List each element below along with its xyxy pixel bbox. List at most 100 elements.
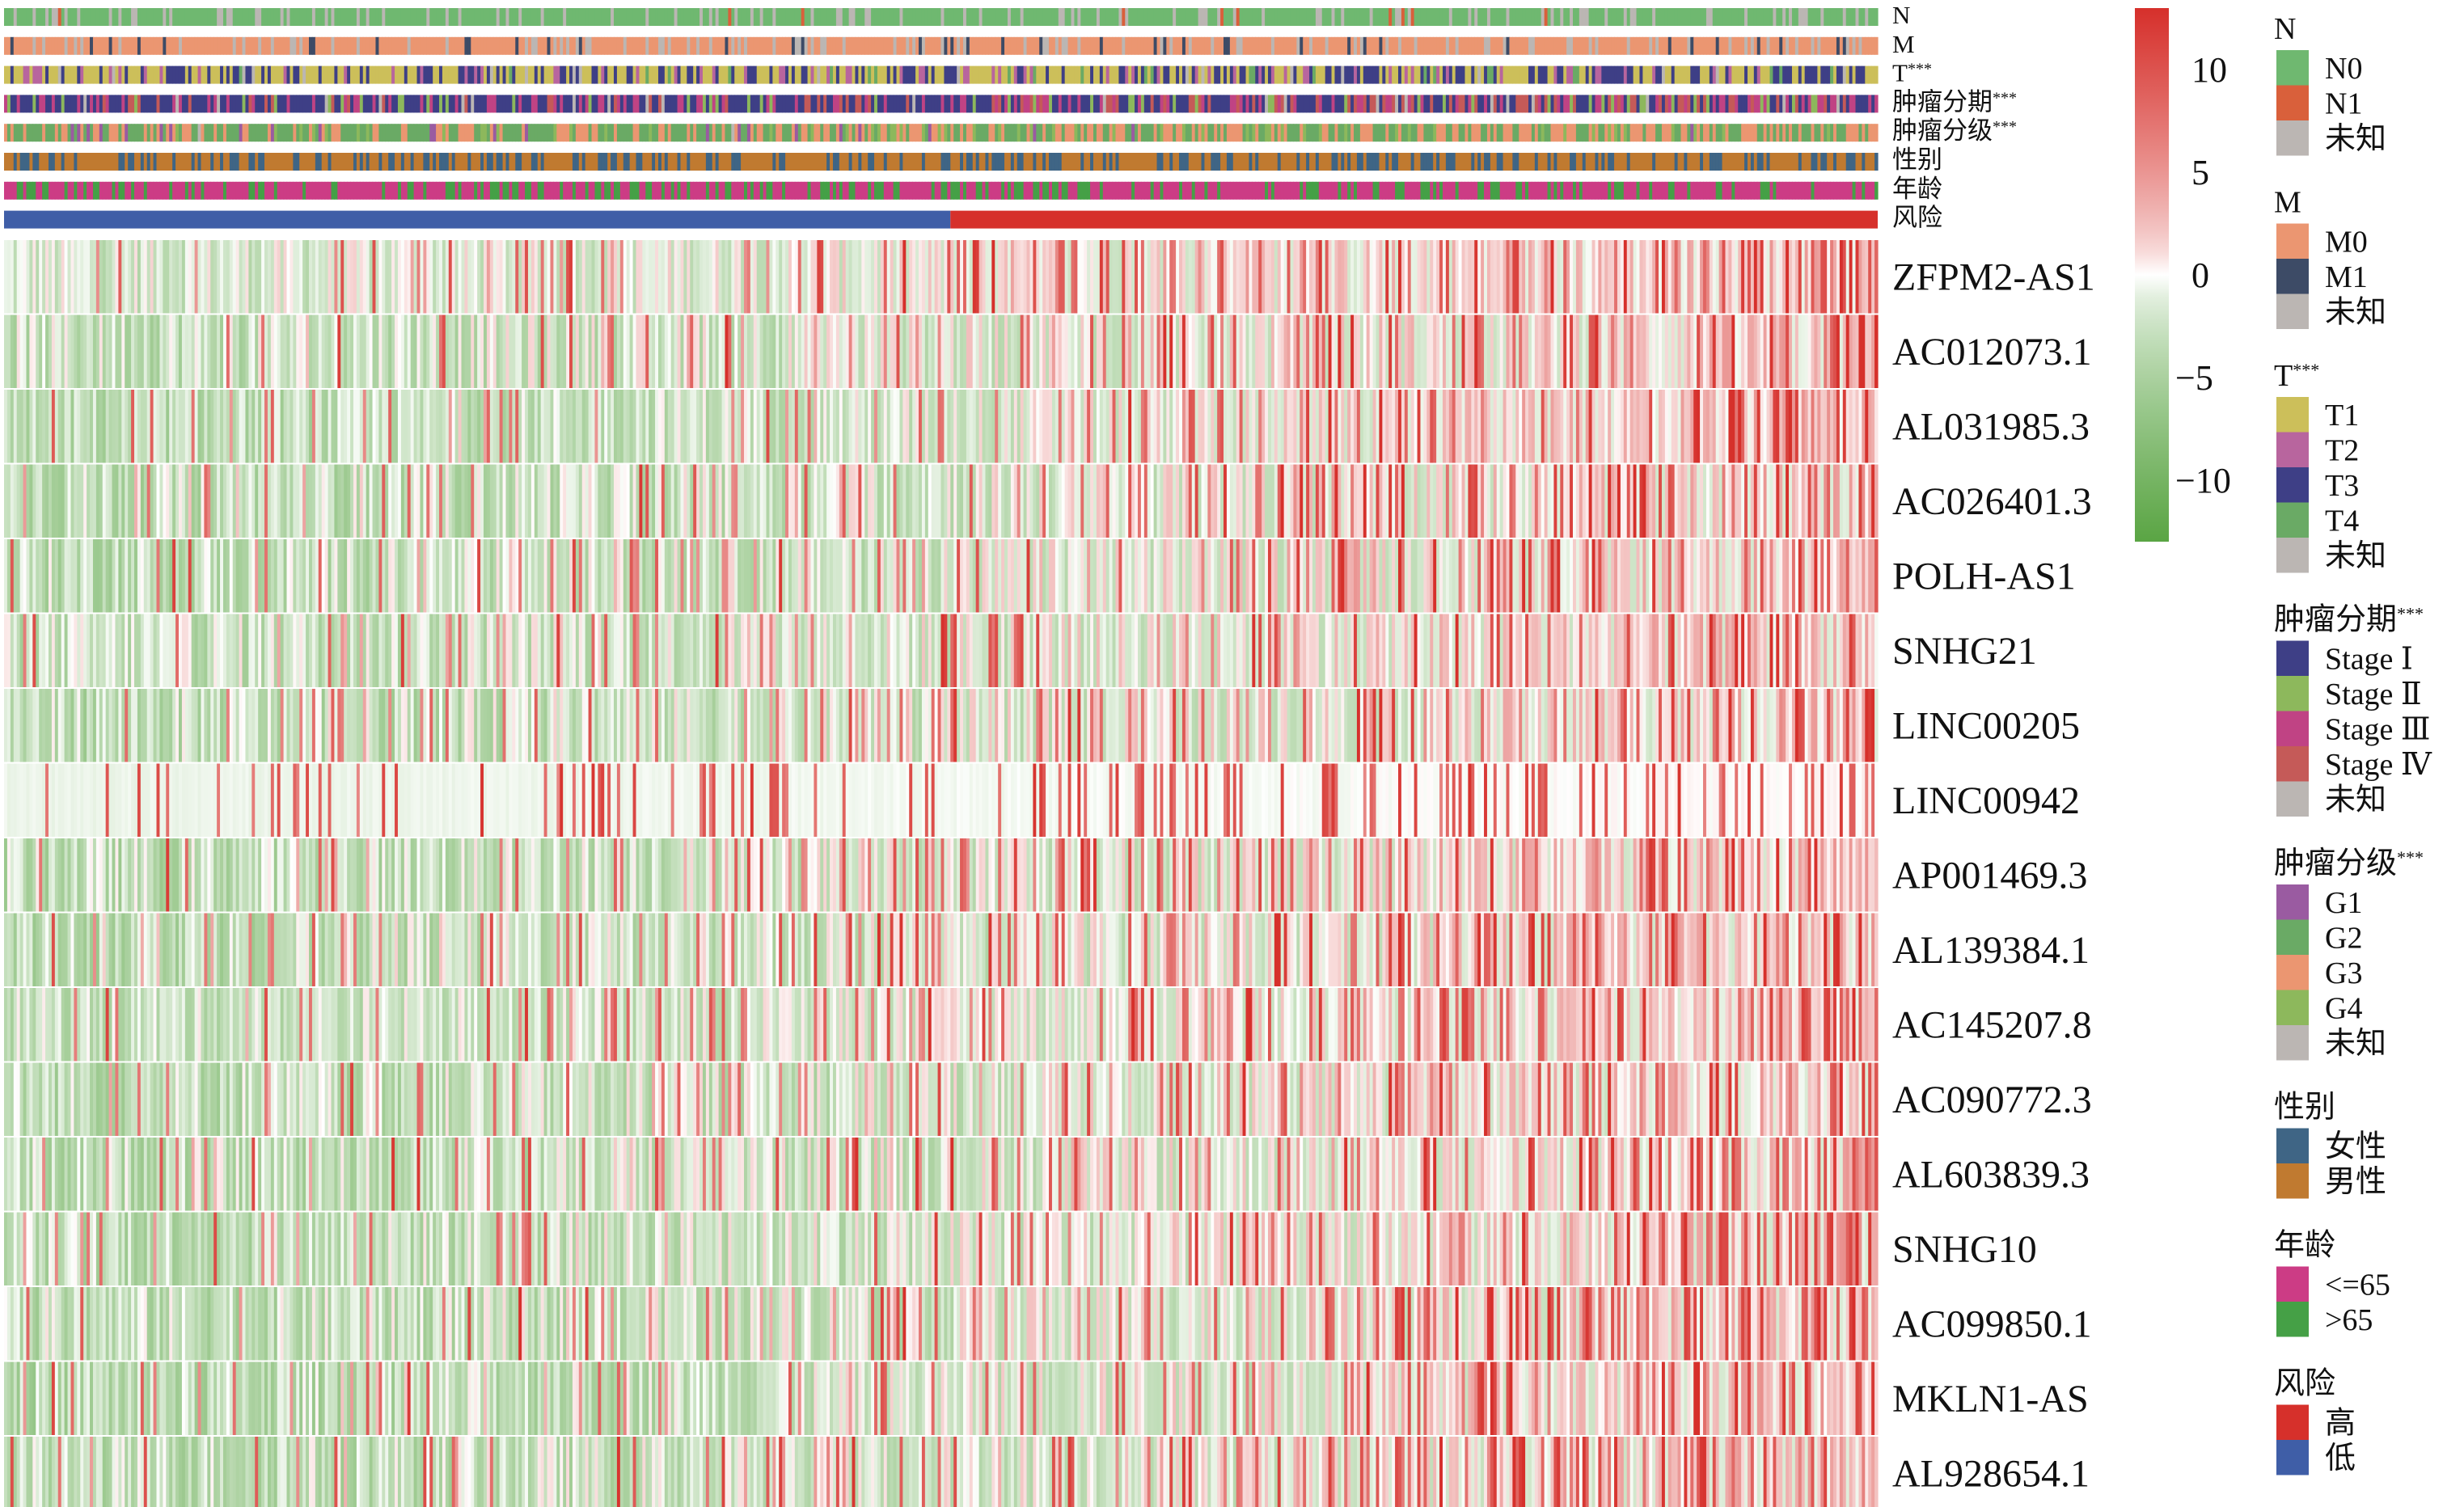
- heatmap-cell: [1224, 240, 1228, 314]
- annotation-cell: [944, 36, 948, 55]
- annotation-cell: [108, 36, 113, 55]
- annotation-cell: [1871, 65, 1875, 84]
- annotation-cell: [1051, 153, 1056, 171]
- annotation-cell: [1137, 181, 1142, 200]
- annotation-cell: [1575, 36, 1580, 55]
- annotation-cell: [868, 153, 872, 171]
- annotation-cell: [1661, 36, 1666, 55]
- heatmap-cell: [1468, 240, 1472, 314]
- annotation-cell: [261, 65, 265, 84]
- annotation-cell: [1789, 36, 1793, 55]
- heatmap-cell: [518, 314, 522, 388]
- annotation-cell: [108, 8, 113, 26]
- heatmap-cell: [1140, 240, 1145, 314]
- annotation-cell: [413, 153, 418, 171]
- heatmap-cell: [518, 240, 522, 314]
- annotation-cell: [738, 36, 742, 55]
- annotation-cell: [1455, 8, 1460, 26]
- annotation-cell: [13, 181, 18, 200]
- annotation-cell: [1080, 65, 1084, 84]
- annotation-cell: [750, 65, 754, 84]
- annotation-cell: [1557, 153, 1561, 171]
- annotation-cell: [1010, 95, 1015, 113]
- annotation-cell: [909, 181, 913, 200]
- annotation-cell: [1515, 181, 1519, 200]
- annotation-cell: [1595, 181, 1600, 200]
- heatmap-cell: [1833, 240, 1837, 314]
- heatmap-cell: [1839, 240, 1844, 314]
- annotation-cell: [1522, 124, 1526, 142]
- heatmap-cell: [420, 240, 424, 314]
- annotation-cell: [738, 8, 742, 26]
- annotation-cell: [1303, 95, 1307, 113]
- heatmap-cell: [1007, 240, 1012, 314]
- annotation-cell: [1471, 153, 1475, 171]
- annotation-cell: [1401, 95, 1405, 113]
- annotation-cell: [1265, 36, 1269, 55]
- annotation-cell: [1690, 65, 1694, 84]
- annotation-cell: [153, 181, 158, 200]
- annotation-cell: [1252, 181, 1256, 200]
- heatmap-cell: [1347, 240, 1351, 314]
- annotation-cell: [1595, 8, 1600, 26]
- heatmap-cell: [1579, 240, 1583, 314]
- heatmap-cell: [1588, 240, 1593, 314]
- heatmap-cell: [1255, 240, 1259, 314]
- annotation-cell: [1369, 95, 1374, 113]
- annotation-cell: [1824, 65, 1828, 84]
- heatmap-cell: [397, 240, 402, 314]
- annotation-cell: [1001, 181, 1005, 200]
- annotation-cell: [893, 181, 898, 200]
- annotation-cell: [953, 124, 957, 142]
- annotation-cell: [1026, 65, 1031, 84]
- annotation-cell: [614, 124, 618, 142]
- heatmap-cell: [912, 240, 916, 314]
- annotation-cell: [1239, 8, 1244, 26]
- annotation-cell: [1426, 153, 1431, 171]
- annotation-cell: [413, 8, 418, 26]
- annotation-cell: [1690, 36, 1694, 55]
- heatmap-cell: [629, 240, 634, 314]
- annotation-cell: [461, 95, 466, 113]
- annotation-cell: [797, 36, 802, 55]
- annotation-cell: [1798, 65, 1803, 84]
- annotation-cell: [483, 153, 488, 171]
- annotation-cell: [1061, 65, 1066, 84]
- annotation-cell: [1573, 181, 1577, 200]
- annotation-cell: [1582, 181, 1587, 200]
- annotation-cell: [1328, 124, 1333, 142]
- annotation-cell: [1722, 95, 1726, 113]
- annotation-cell: [442, 124, 446, 142]
- annotation-cell: [801, 8, 805, 26]
- annotation-cell: [378, 65, 382, 84]
- annotation-cell: [1376, 8, 1380, 26]
- annotation-cell: [283, 36, 288, 55]
- annotation-cell: [1328, 181, 1333, 200]
- annotation-cell: [995, 36, 999, 55]
- heatmap-cell: [1868, 240, 1872, 314]
- annotation-cell: [960, 124, 964, 142]
- annotation-cell: [1166, 124, 1170, 142]
- annotation-cell: [1156, 36, 1161, 55]
- annotation-cell: [359, 36, 364, 55]
- annotation-cell: [1458, 124, 1463, 142]
- annotation-cell: [855, 8, 859, 26]
- annotation-cell: [1502, 181, 1507, 200]
- annotation-cell: [1039, 8, 1043, 26]
- annotation-cell: [1350, 181, 1355, 200]
- annotation-cell: [1309, 181, 1313, 200]
- annotation-cell: [467, 36, 471, 55]
- annotation-cell: [1824, 36, 1828, 55]
- annotation-cell: [998, 95, 1002, 113]
- annotation-cell: [502, 65, 507, 84]
- annotation-cell: [746, 124, 751, 142]
- heatmap-cell: [105, 240, 110, 314]
- annotation-cell: [1242, 65, 1247, 84]
- heatmap-cell: [664, 240, 669, 314]
- annotation-cell: [1855, 36, 1860, 55]
- annotation-cell: [566, 95, 570, 113]
- annotation-cell: [1528, 36, 1532, 55]
- annotation-cell: [296, 124, 300, 142]
- annotation-cell: [1232, 124, 1237, 142]
- annotation-cell: [153, 36, 158, 55]
